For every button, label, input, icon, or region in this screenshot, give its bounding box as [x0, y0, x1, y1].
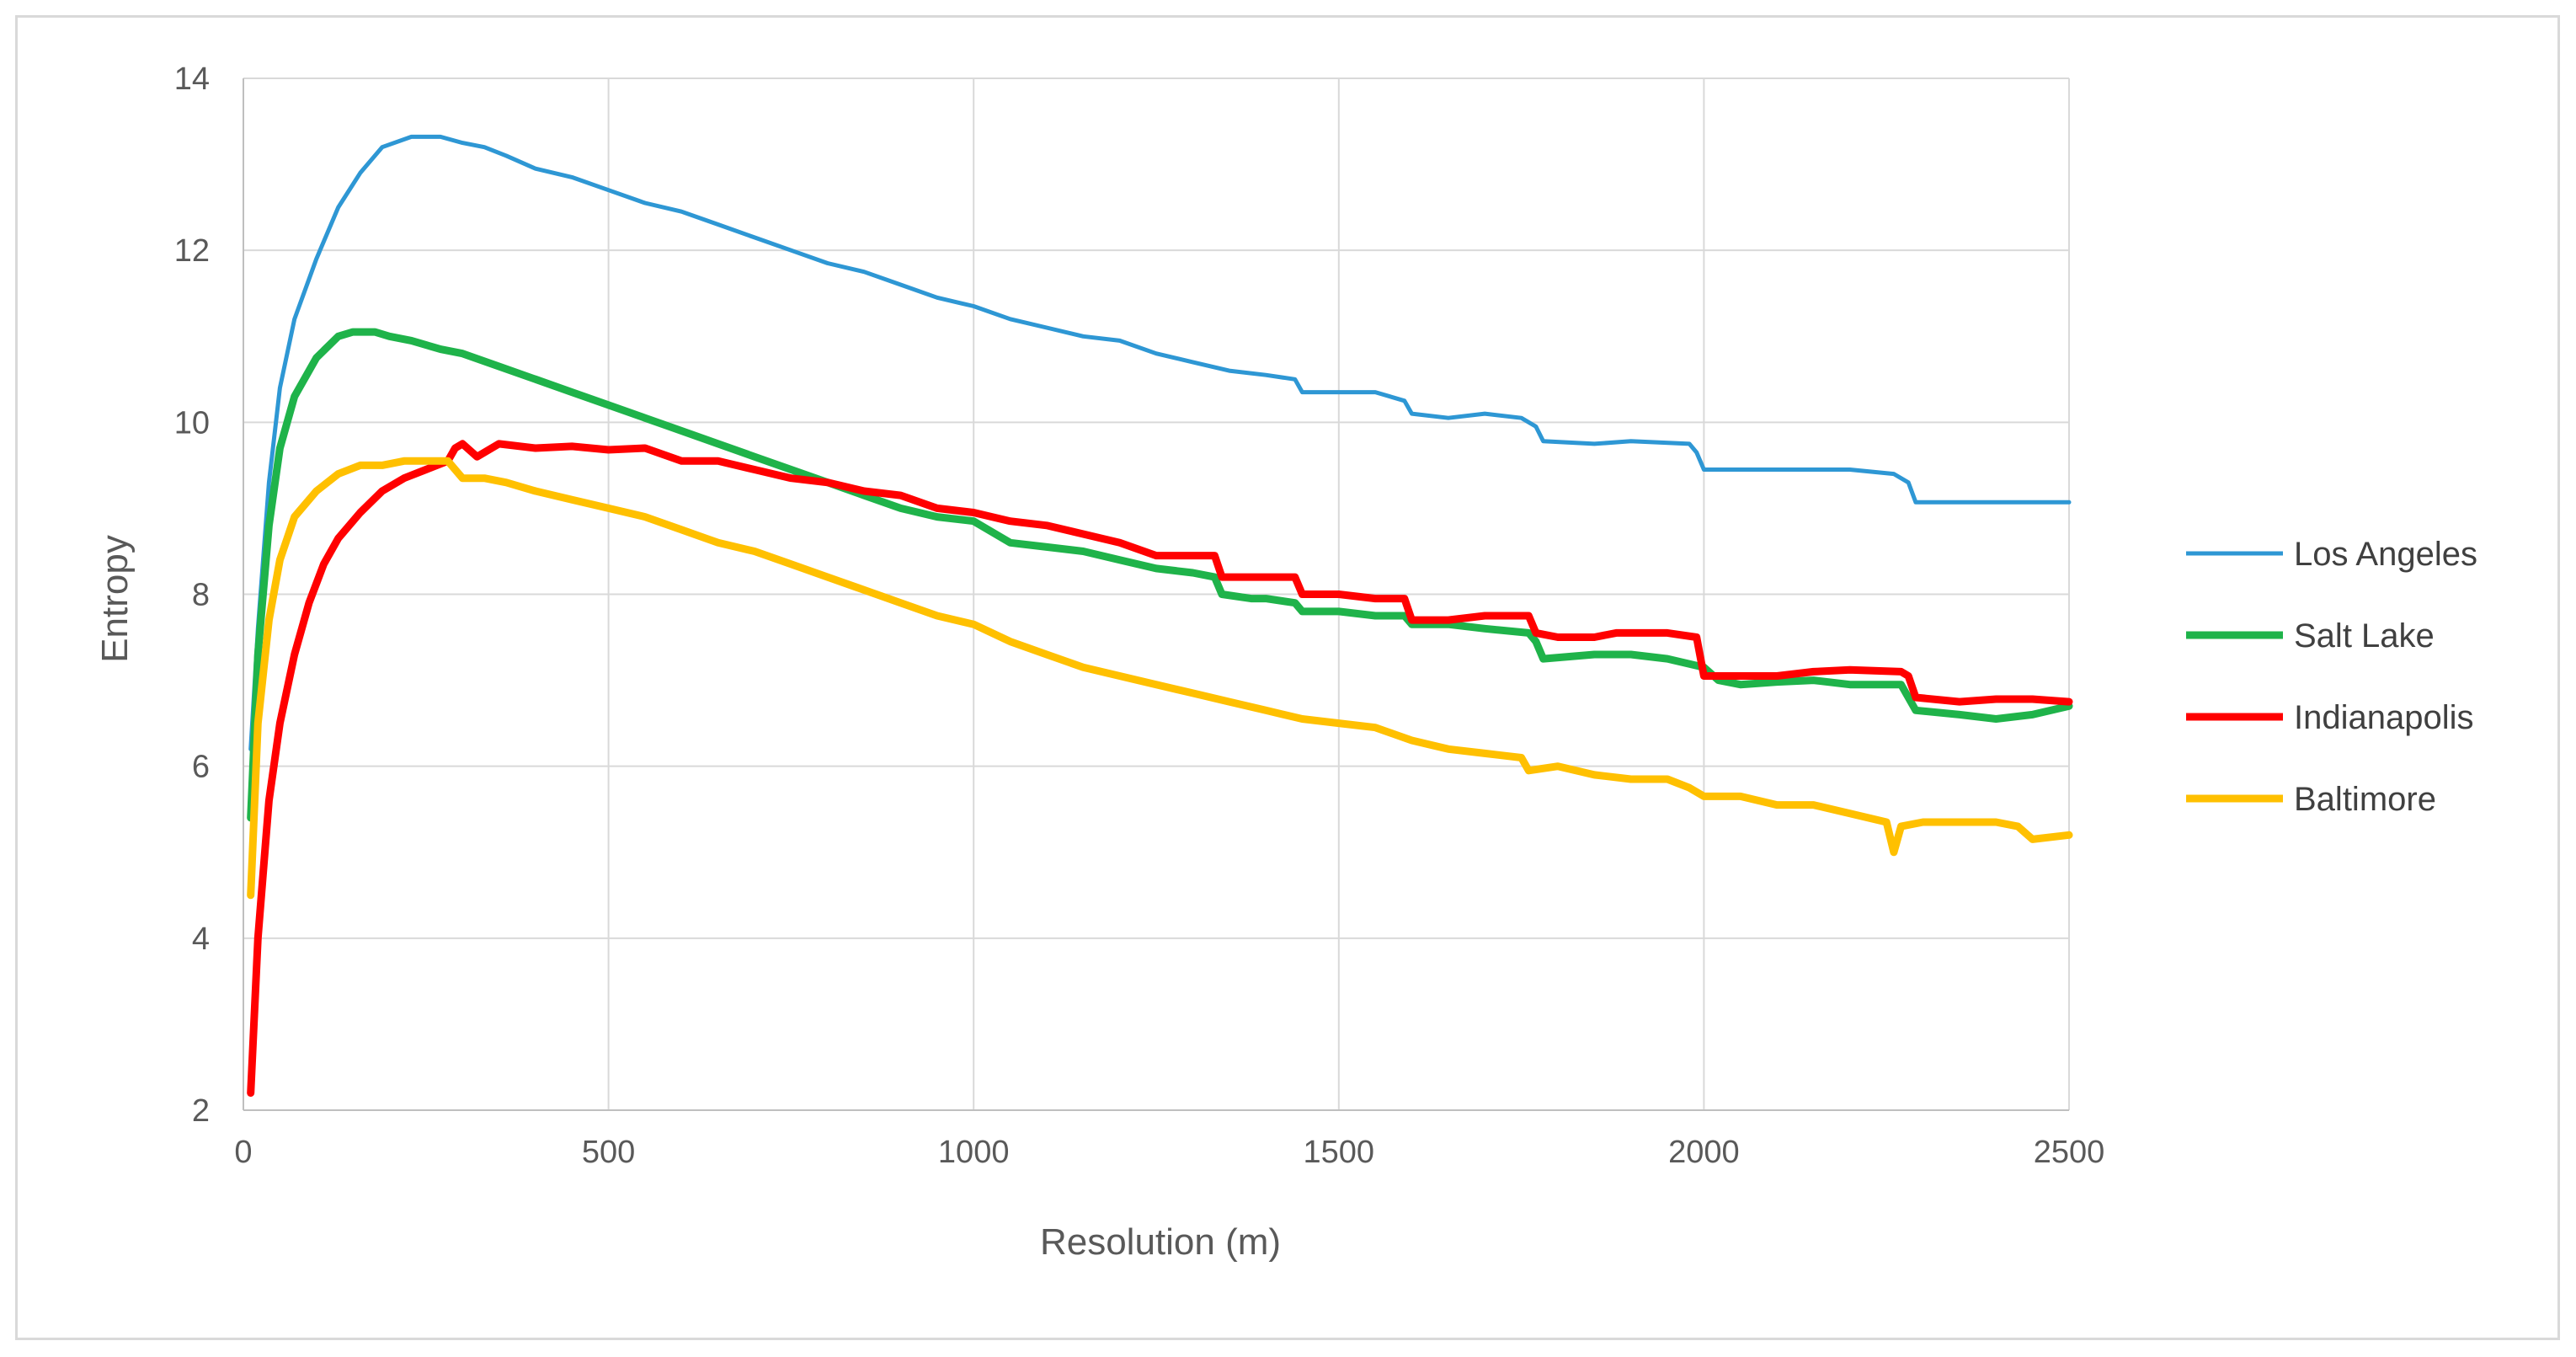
y-tick-label: 10 [174, 405, 210, 441]
plot-area [247, 134, 2073, 1098]
x-tick-label: 1500 [1304, 1135, 1375, 1170]
series-line-indianapolis [247, 440, 2073, 1098]
tick-labels: 2 4 6 8 10 12 14 0 500 1000 1500 2000 2500 [174, 61, 2105, 1170]
gridlines [243, 77, 2070, 1110]
legend: Los Angeles Salt Lake Indianapolis Baltimor… [2186, 536, 2477, 818]
y-tick-label: 4 [192, 922, 210, 957]
series-line-baltimore [247, 457, 2073, 900]
y-axis-title: Entropy [94, 535, 136, 663]
x-tick-label: 2000 [1668, 1135, 1740, 1170]
x-tick-label: 0 [234, 1135, 252, 1170]
series-line-los-angeles [248, 134, 2072, 751]
y-tick-label: 6 [192, 750, 210, 785]
legend-label: Baltimore [2294, 781, 2436, 818]
y-tick-label: 2 [192, 1093, 210, 1129]
y-tick-label: 8 [192, 578, 210, 613]
series-line-salt-lake [247, 328, 2073, 822]
x-axis-title: Resolution (m) [1040, 1221, 1281, 1263]
x-tick-label: 2500 [2034, 1135, 2105, 1170]
axes [243, 78, 2069, 1111]
y-tick-label: 12 [174, 233, 210, 269]
legend-label: Indianapolis [2294, 699, 2474, 736]
legend-label: Salt Lake [2294, 617, 2435, 654]
x-tick-label: 1000 [938, 1135, 1010, 1170]
chart-frame: 2 4 6 8 10 12 14 0 500 1000 1500 2000 2500 Resolutio… [15, 15, 2560, 1340]
x-tick-label: 500 [582, 1135, 635, 1170]
line-chart: 2 4 6 8 10 12 14 0 500 1000 1500 2000 2500 Resolutio… [94, 61, 2477, 1263]
legend-label: Los Angeles [2294, 536, 2477, 573]
y-tick-label: 14 [174, 61, 210, 97]
